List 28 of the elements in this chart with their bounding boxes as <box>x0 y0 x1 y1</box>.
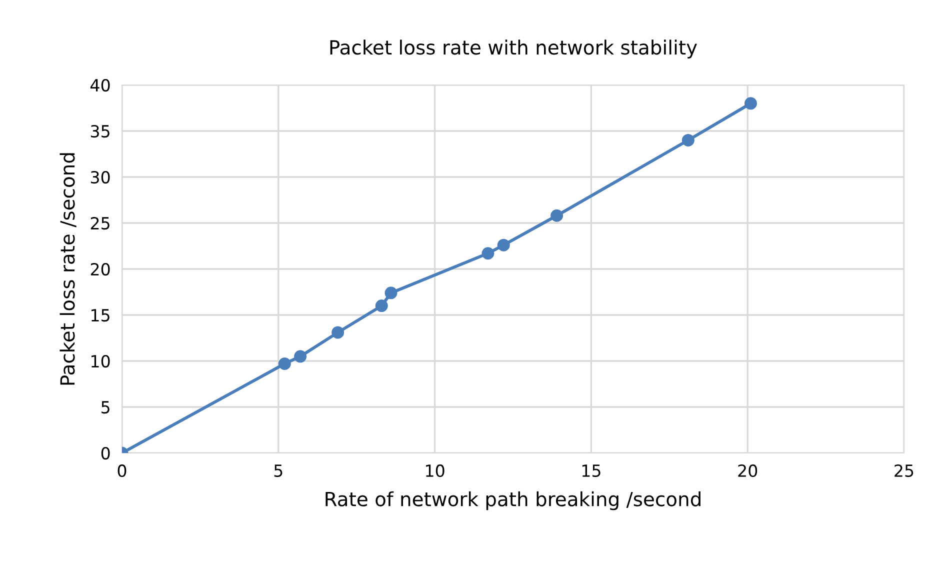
x-tick-label: 0 <box>118 464 126 478</box>
x-tick-label: 10 <box>426 464 444 478</box>
y-tick-label: 15 <box>92 309 110 322</box>
point <box>294 350 307 363</box>
point <box>332 326 344 339</box>
y-tick-label: 40 <box>90 78 110 92</box>
chart-title: Packet loss rate with network stability <box>330 40 697 58</box>
y-tick-label: 0 <box>101 446 110 460</box>
point <box>278 358 291 370</box>
x-tick-label: 20 <box>738 464 758 478</box>
point <box>384 286 398 300</box>
point <box>497 238 510 252</box>
y-tick-label: 5 <box>102 401 110 414</box>
x-tick-label: 25 <box>894 464 914 478</box>
y-tick-label: 30 <box>90 170 110 184</box>
x-tick-label: 15 <box>582 464 600 478</box>
x-axis-title: Rate of network path breaking /second <box>326 491 700 510</box>
point <box>482 247 494 260</box>
x-tick-label: 5 <box>274 464 282 478</box>
y-tick-label: 20 <box>90 262 110 276</box>
y-tick-label: 10 <box>92 354 110 368</box>
point <box>682 134 694 146</box>
y-tick-label: 25 <box>90 216 110 230</box>
point <box>550 209 564 222</box>
point <box>744 97 757 110</box>
y-axis-title: Packet loss rate /second <box>60 153 76 385</box>
point <box>375 300 388 312</box>
y-tick-label: 35 <box>90 124 110 138</box>
